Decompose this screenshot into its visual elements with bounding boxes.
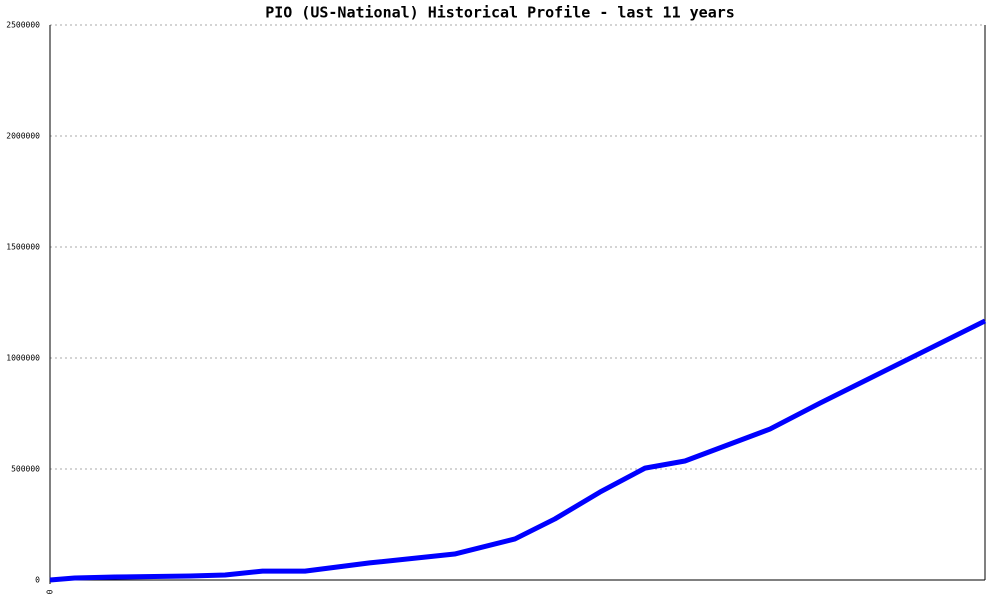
y-tick-label: 1000000 — [6, 354, 40, 363]
chart-title: PIO (US-National) Historical Profile - l… — [265, 4, 735, 22]
x-tick-label: 0 — [46, 589, 55, 594]
data-line — [49, 318, 987, 583]
y-tick-label: 500000 — [11, 465, 40, 474]
y-tick-label: 0 — [35, 576, 40, 585]
y-tick-label: 2500000 — [6, 21, 40, 30]
y-tick-label: 1500000 — [6, 243, 40, 252]
y-tick-label: 2000000 — [6, 132, 40, 141]
